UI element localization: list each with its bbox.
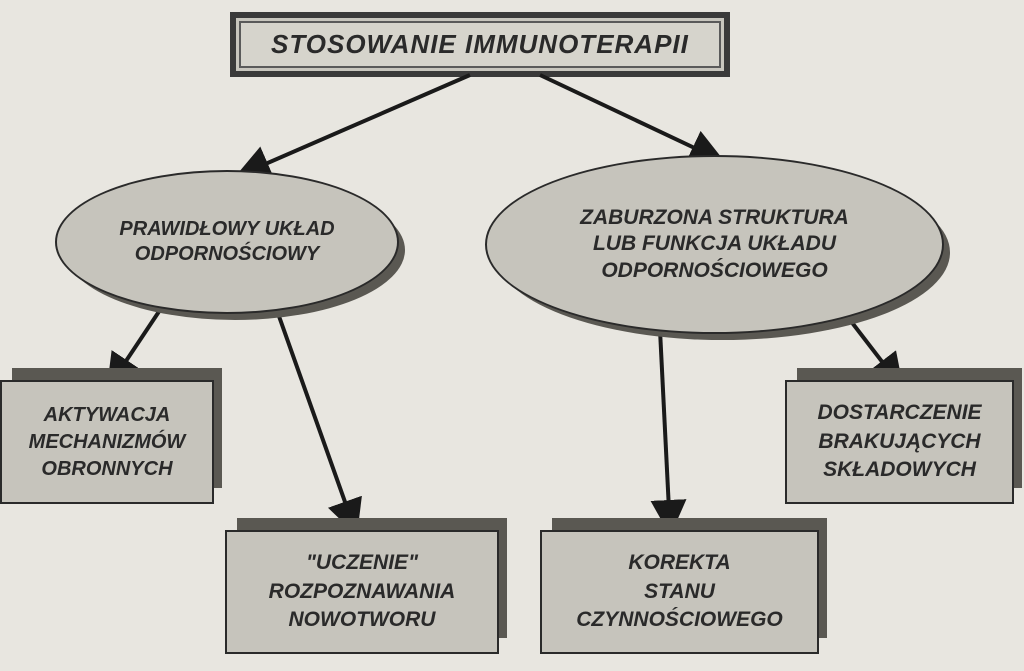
ellipse-right-line2: LUB FUNKCJA UKŁADU xyxy=(580,231,849,257)
node-rect-3: KOREKTA STANU CZYNNOŚCIOWEGO xyxy=(540,530,815,650)
rect2-line3: NOWOTWORU xyxy=(269,606,456,634)
rect1-line3: OBRONNYCH xyxy=(29,456,186,483)
node-rect-2: "UCZENIE" ROZPOZNAWANIA NOWOTWORU xyxy=(225,530,495,650)
rect2-line2: ROZPOZNAWANIA xyxy=(269,578,456,606)
rect1-line2: MECHANIZMÓW xyxy=(29,429,186,456)
node-rect-4: DOSTARCZENIE BRAKUJĄCYCH SKŁADOWYCH xyxy=(785,380,1010,500)
node-right-ellipse: ZABURZONA STRUKTURA LUB FUNKCJA UKŁADU O… xyxy=(485,155,940,330)
rect4-line3: SKŁADOWYCH xyxy=(817,456,981,484)
rect3-line2: STANU xyxy=(576,578,783,606)
title-box: STOSOWANIE IMMUNOTERAPII xyxy=(230,12,730,77)
rect4-line2: BRAKUJĄCYCH xyxy=(817,428,981,456)
rect1-line1: AKTYWACJA xyxy=(29,402,186,429)
ellipse-right-line1: ZABURZONA STRUKTURA xyxy=(580,205,849,231)
ellipse-right-line3: ODPORNOŚCIOWEGO xyxy=(580,258,849,284)
rect4-line1: DOSTARCZENIE xyxy=(817,399,981,427)
ellipse-left-line1: PRAWIDŁOWY UKŁAD xyxy=(119,217,334,242)
node-rect-1: AKTYWACJA MECHANIZMÓW OBRONNYCH xyxy=(0,380,210,500)
diagram-title: STOSOWANIE IMMUNOTERAPII xyxy=(239,21,721,68)
rect2-line1: "UCZENIE" xyxy=(269,549,456,577)
rect3-line3: CZYNNOŚCIOWEGO xyxy=(576,606,783,634)
rect3-line1: KOREKTA xyxy=(576,549,783,577)
ellipse-left-line2: ODPORNOŚCIOWY xyxy=(119,242,334,267)
arrows-layer xyxy=(0,0,1024,671)
node-left-ellipse: PRAWIDŁOWY UKŁAD ODPORNOŚCIOWY xyxy=(55,170,395,310)
